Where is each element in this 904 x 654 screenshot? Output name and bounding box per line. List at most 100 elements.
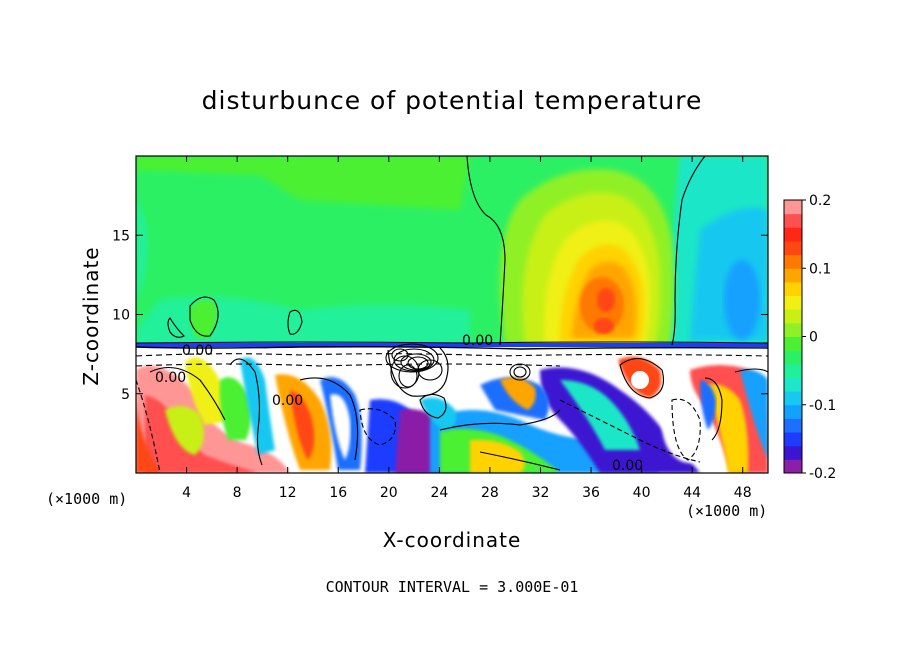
- warm-core: [597, 288, 615, 312]
- contour-negative: [671, 398, 701, 461]
- colorbar-swatch: [784, 391, 802, 406]
- x-axis: 4 8 12 16 20 24 28 32 36 40 44 48: [182, 156, 752, 501]
- contour-line: [704, 377, 723, 441]
- upper-band: [724, 260, 760, 340]
- contour-label: 0.00: [612, 458, 643, 474]
- contour-line: [229, 358, 263, 466]
- contour-interval-note: CONTOUR INTERVAL = 3.000E-01: [325, 578, 579, 596]
- contour-negative: [136, 379, 161, 473]
- colorbar-swatch: [784, 254, 802, 269]
- upper-band: [136, 296, 470, 345]
- colorbar-swatch: [784, 268, 802, 283]
- contour-lines: 0.00 0.00 0.00 0.00 0.00: [136, 156, 768, 474]
- contour-label: 0.00: [155, 370, 186, 386]
- contour-closed: [287, 309, 303, 335]
- lower-patch: [219, 377, 252, 440]
- lower-patch: [631, 371, 649, 389]
- contour-closed: [398, 364, 418, 388]
- colorbar-tick-label: 0.1: [809, 261, 831, 277]
- lower-warm: [145, 395, 260, 473]
- contour-closed: [167, 317, 185, 338]
- lower-patch: [420, 397, 457, 432]
- contour-closed: [387, 347, 449, 397]
- x-tick-label: 8: [233, 485, 242, 501]
- x-tick-label: 28: [481, 485, 499, 501]
- contour-zero: [466, 156, 506, 346]
- colorbar-swatch: [784, 432, 802, 447]
- contour-label: 0.00: [182, 343, 213, 359]
- lower-warm: [290, 390, 315, 460]
- contour-closed: [390, 355, 420, 389]
- x-tick-label: 40: [633, 485, 651, 501]
- x-tick-label: 32: [532, 485, 550, 501]
- colorbar-swatch: [784, 281, 802, 297]
- colorbar-swatch: [784, 200, 802, 215]
- contour-line: [479, 451, 561, 471]
- colorbar-swatch: [784, 377, 802, 392]
- lower-patch: [330, 394, 351, 460]
- upper-band: [136, 200, 148, 300]
- upper-band: [189, 300, 217, 338]
- contour-label: 0.00: [272, 393, 303, 409]
- lower-warm: [470, 439, 525, 473]
- lower-warm: [136, 400, 160, 473]
- x-tick-label: 12: [279, 485, 297, 501]
- contour-negative: [359, 408, 396, 446]
- x-axis-label: X-coordinate: [382, 528, 522, 552]
- lower-patch: [700, 380, 716, 430]
- colorbar-swatch: [784, 418, 802, 433]
- lower-patch: [740, 369, 768, 460]
- x-tick-label: 44: [683, 485, 701, 501]
- contour-closed: [417, 359, 443, 381]
- colorbar-swatch: [784, 336, 802, 351]
- chart-title: disturbunce of potential temperature: [201, 86, 703, 115]
- contour-interface: [136, 346, 768, 350]
- contour-label: 0.00: [462, 333, 493, 349]
- x-unit-label-left: (×1000 m): [46, 490, 128, 508]
- colorbar: 0.2 0.1 0 -0.1 -0.2: [783, 193, 836, 482]
- lower-warm: [165, 406, 204, 455]
- lower-warm: [705, 384, 749, 473]
- colorbar-tick-label: 0.2: [809, 193, 831, 209]
- colorbar-swatch: [784, 295, 802, 310]
- y-tick-label: 15: [112, 228, 130, 244]
- contour-line: [299, 377, 359, 461]
- contour-negative: [559, 399, 701, 463]
- colorbar-tick-label: -0.2: [809, 466, 836, 482]
- colorbar-swatch: [784, 445, 802, 460]
- colorbar-tick-label: -0.1: [809, 398, 836, 414]
- x-tick-label: 48: [734, 485, 752, 501]
- contour-line: [734, 368, 768, 373]
- upper-band: [136, 156, 470, 210]
- contour-negative: [136, 353, 768, 357]
- contour-line: [439, 409, 561, 431]
- colorbar-swatch: [784, 350, 802, 365]
- colorbar-swatch: [784, 404, 802, 419]
- x-tick-label: 20: [380, 485, 398, 501]
- y-axis-label: Z-coordinate: [79, 246, 103, 386]
- heatmap-field: [136, 156, 768, 473]
- upper-band: [168, 318, 180, 340]
- x-unit-label-right: (×1000 m): [686, 502, 768, 520]
- contour-closed: [509, 363, 531, 381]
- x-tick-label: 36: [582, 485, 600, 501]
- contour-line: [149, 366, 226, 421]
- contour-closed: [619, 358, 665, 399]
- colorbar-swatch: [784, 363, 802, 378]
- x-tick-label: 4: [182, 485, 191, 501]
- contour-closed: [189, 296, 219, 337]
- interface-line: [136, 343, 768, 347]
- colorbar-swatch: [784, 213, 802, 228]
- colorbar-swatch: [784, 227, 802, 242]
- lower-patch: [560, 380, 640, 450]
- colorbar-swatch: [784, 322, 802, 337]
- lower-patch: [240, 357, 275, 455]
- colorbar-swatch: [784, 240, 802, 256]
- contour-closed: [513, 366, 527, 378]
- warm-core: [594, 318, 614, 334]
- contour-closed: [385, 343, 439, 373]
- y-tick-label: 5: [121, 387, 130, 403]
- contour-closed: [419, 393, 447, 419]
